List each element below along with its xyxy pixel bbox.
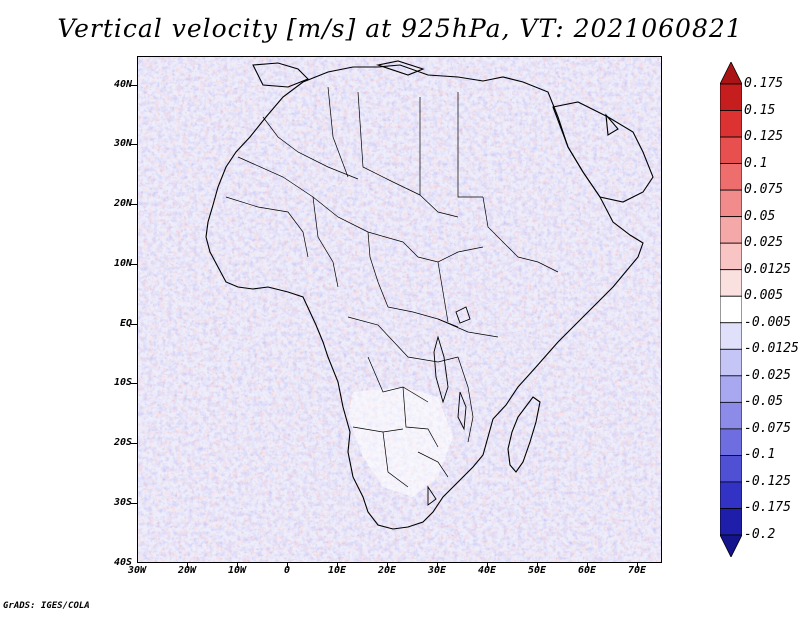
colorbar-swatch [720, 295, 742, 324]
lon-tick-mark [237, 563, 238, 568]
colorbar-label: 0.025 [744, 235, 784, 251]
lakes [427, 306, 471, 506]
colorbar-label: -0.025 [744, 367, 791, 383]
country-borders [225, 86, 559, 488]
lat-tick-label: 30N [113, 138, 132, 149]
lat-tick-mark [131, 204, 137, 205]
lon-tick-mark [387, 563, 388, 568]
colorbar-label: -0.0125 [744, 341, 799, 357]
vertical-velocity-map [138, 57, 661, 562]
grads-credit: GrADS: IGES/COLA [3, 601, 90, 611]
lon-tick-mark [537, 563, 538, 568]
colorbar-label: -0.175 [744, 500, 791, 516]
lat-tick-label: 10N [113, 258, 132, 269]
lat-tick-label: EQ [119, 318, 132, 329]
lon-tick-label: 0 [283, 565, 291, 576]
colorbar-swatch [720, 322, 742, 350]
lon-tick-mark [437, 563, 438, 568]
lon-tick-label: 30W [127, 565, 147, 576]
colorbar-label: -0.005 [744, 314, 791, 330]
colorbar-label: -0.05 [744, 394, 784, 410]
colorbar-label: 0.05 [744, 208, 776, 224]
lon-tick-label: 20W [177, 565, 197, 576]
colorbar-swatch [720, 508, 742, 536]
colorbar-label: 0.075 [744, 182, 784, 198]
colorbar-swatch [720, 348, 742, 377]
colorbar-label: 0.15 [744, 102, 776, 118]
colorbar-swatch [720, 83, 742, 111]
lon-tick-label: 10W [227, 565, 247, 576]
colorbar-swatch [720, 428, 742, 456]
colorbar-label: -0.1 [744, 447, 776, 463]
lon-tick-mark [337, 563, 338, 568]
lat-tick-mark [131, 144, 137, 145]
map-title: Vertical velocity [m/s] at 925hPa, VT: 2… [57, 14, 743, 43]
lat-tick-mark [131, 443, 137, 444]
lon-tick-label: 70E [627, 565, 647, 576]
lat-tick-mark [131, 324, 137, 325]
colorbar-label: 0.1 [744, 155, 768, 171]
lat-tick-label: 40S [113, 557, 132, 568]
lat-tick-label: 10S [113, 377, 132, 388]
lon-tick-label: 20E [377, 565, 397, 576]
lon-tick-mark [287, 563, 288, 568]
colorbar-label: 0.175 [744, 76, 784, 91]
colorbar-label: -0.2 [744, 527, 776, 542]
colorbar-swatch [720, 455, 742, 483]
colorbar-label: 0.005 [744, 288, 784, 304]
colorbar-swatch [720, 136, 742, 164]
lon-tick-mark [487, 563, 488, 568]
lon-tick-label: 50E [527, 565, 547, 576]
lat-tick-mark [131, 85, 137, 86]
map-panel [137, 56, 662, 563]
colorbar-label: -0.075 [744, 420, 791, 436]
coastlines [205, 60, 654, 530]
lat-tick-mark [131, 383, 137, 384]
colorbar-swatch [720, 269, 742, 297]
colorbar-swatch [720, 401, 742, 430]
lat-tick-label: 40N [113, 79, 132, 90]
colorbar-swatch [720, 216, 742, 244]
colorbar-swatch [720, 163, 742, 191]
lon-tick-label: 30E [427, 565, 447, 576]
colorbar-swatch [720, 242, 742, 271]
colorbar [720, 62, 742, 557]
colorbar-label: 0.125 [744, 129, 784, 145]
lon-tick-label: 60E [577, 565, 597, 576]
colorbar-swatch [720, 110, 742, 138]
colorbar-label: -0.125 [744, 473, 791, 489]
colorbar-bottom-arrow [720, 534, 742, 557]
colorbar-swatch [720, 189, 742, 218]
lon-tick-mark [637, 563, 638, 568]
lon-tick-label: 40E [477, 565, 497, 576]
colorbar-top-arrow [720, 62, 742, 85]
lat-tick-label: 30S [113, 497, 132, 508]
lat-tick-label: 20S [113, 437, 132, 448]
lon-tick-label: 10E [327, 565, 347, 576]
lat-tick-mark [131, 503, 137, 504]
lat-tick-label: 20N [113, 198, 132, 209]
lon-tick-mark [587, 563, 588, 568]
colorbar-label: 0.0125 [744, 261, 791, 277]
lon-tick-mark [187, 563, 188, 568]
colorbar-swatch [720, 375, 742, 403]
colorbar-swatch [720, 481, 742, 509]
lat-tick-mark [131, 264, 137, 265]
